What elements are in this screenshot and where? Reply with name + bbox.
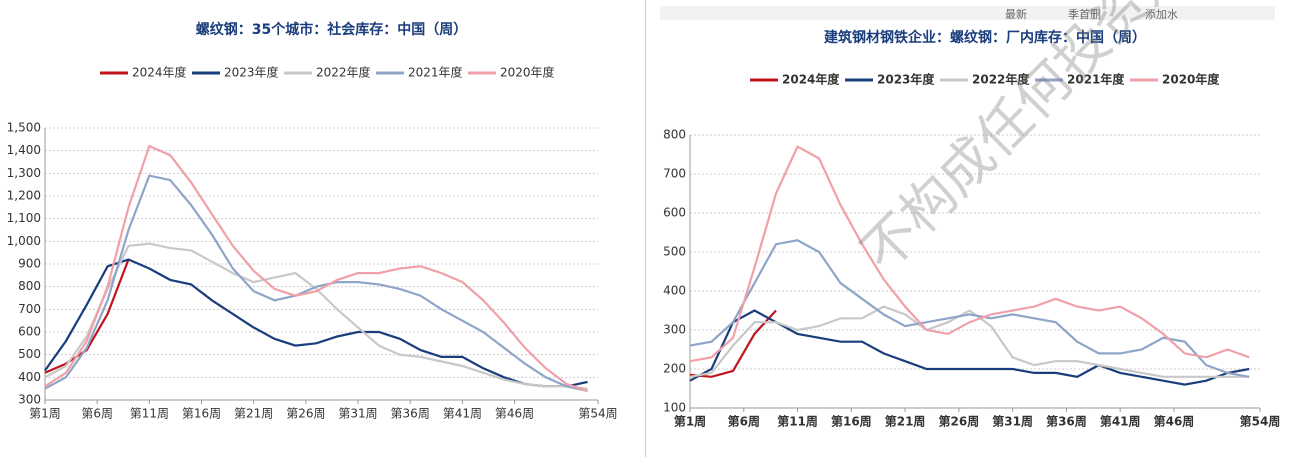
y-tick-label: 1,200 <box>7 189 41 203</box>
x-tick-label: 第6周 <box>728 414 760 429</box>
legend-label: 2020年度 <box>500 65 555 80</box>
toolbar-bg <box>660 6 1275 20</box>
toolbar-button[interactable]: 最新 <box>1005 6 1027 21</box>
legend-label: 2023年度 <box>877 72 935 87</box>
x-tick-label: 第1周 <box>674 414 706 429</box>
y-tick-label: 800 <box>663 128 686 142</box>
chart-title: 螺纹钢：35个城市：社会库存：中国（周） <box>196 21 467 38</box>
legend-label: 2024年度 <box>782 72 840 87</box>
y-tick-label: 1,100 <box>7 211 41 225</box>
x-tick-label: 第31周 <box>992 414 1033 429</box>
y-tick-label: 600 <box>663 206 686 220</box>
x-tick-label: 第11周 <box>130 407 169 421</box>
x-tick-label: 第16周 <box>182 407 221 421</box>
series-line <box>44 242 588 390</box>
x-tick-label: 第31周 <box>338 407 377 421</box>
x-tick-label: 第6周 <box>81 407 113 421</box>
x-tick-label: 第46周 <box>495 407 534 421</box>
x-tick-label: 第26周 <box>286 407 325 421</box>
x-tick-label: 第11周 <box>777 414 818 429</box>
legend-label: 2024年度 <box>132 65 187 80</box>
x-tick-label: 第36周 <box>391 407 430 421</box>
y-tick-label: 400 <box>18 370 41 384</box>
x-tick-label: 第16周 <box>831 414 872 429</box>
legend-label: 2021年度 <box>1067 72 1125 87</box>
x-tick-label: 第21周 <box>885 414 926 429</box>
divider <box>645 0 646 457</box>
y-tick-label: 1,000 <box>7 234 41 248</box>
x-tick-label: 第46周 <box>1154 414 1195 429</box>
x-tick-label: 第21周 <box>234 407 273 421</box>
series-line <box>689 309 777 378</box>
legend-label: 2023年度 <box>224 65 279 80</box>
chart: 建筑钢材钢铁企业：螺纹钢：厂内库存：中国（周） 100 200 300 400 500 60… <box>663 29 1281 429</box>
series-line <box>689 145 1250 363</box>
legend-label: 2021年度 <box>408 65 463 80</box>
legend-label: 2020年度 <box>1162 72 1220 87</box>
y-tick-label: 300 <box>18 393 41 407</box>
x-tick-label: 第36周 <box>1046 414 1087 429</box>
x-tick-label: 第54周 <box>578 407 617 421</box>
x-tick-label: 第41周 <box>1100 414 1141 429</box>
toolbar-button[interactable]: 添加水 <box>1145 6 1178 21</box>
y-tick-label: 1,400 <box>7 143 41 157</box>
x-tick-label: 第26周 <box>939 414 980 429</box>
series-line <box>44 258 588 388</box>
series-line <box>689 305 1250 378</box>
legend-label: 2022年度 <box>972 72 1030 87</box>
y-tick-label: 500 <box>18 347 41 361</box>
series-line <box>689 239 1250 378</box>
x-tick-label: 第54周 <box>1240 414 1281 429</box>
y-tick-label: 700 <box>663 167 686 181</box>
series-line <box>689 309 1250 386</box>
y-tick-label: 300 <box>663 323 686 337</box>
series-line <box>44 174 588 392</box>
chart-title: 建筑钢材钢铁企业：螺纹钢：厂内库存：中国（周） <box>824 29 1146 46</box>
chart: 螺纹钢：35个城市：社会库存：中国（周） 300 400 500 600 700 800 90… <box>7 21 618 421</box>
y-tick-label: 100 <box>663 401 686 415</box>
x-tick-label: 第41周 <box>443 407 482 421</box>
legend-label: 2022年度 <box>316 65 371 80</box>
y-tick-label: 200 <box>663 362 686 376</box>
y-tick-label: 1,300 <box>7 166 41 180</box>
y-tick-label: 1,500 <box>7 121 41 135</box>
series-line <box>44 259 130 374</box>
series-line <box>44 144 588 392</box>
y-tick-label: 900 <box>18 257 41 271</box>
y-tick-label: 700 <box>18 302 41 316</box>
toolbar-button[interactable]: 季首删 <box>1068 6 1101 21</box>
y-tick-label: 800 <box>18 279 41 293</box>
y-tick-label: 400 <box>663 284 686 298</box>
y-tick-label: 600 <box>18 325 41 339</box>
x-tick-label: 第1周 <box>29 407 61 421</box>
y-tick-label: 500 <box>663 245 686 259</box>
